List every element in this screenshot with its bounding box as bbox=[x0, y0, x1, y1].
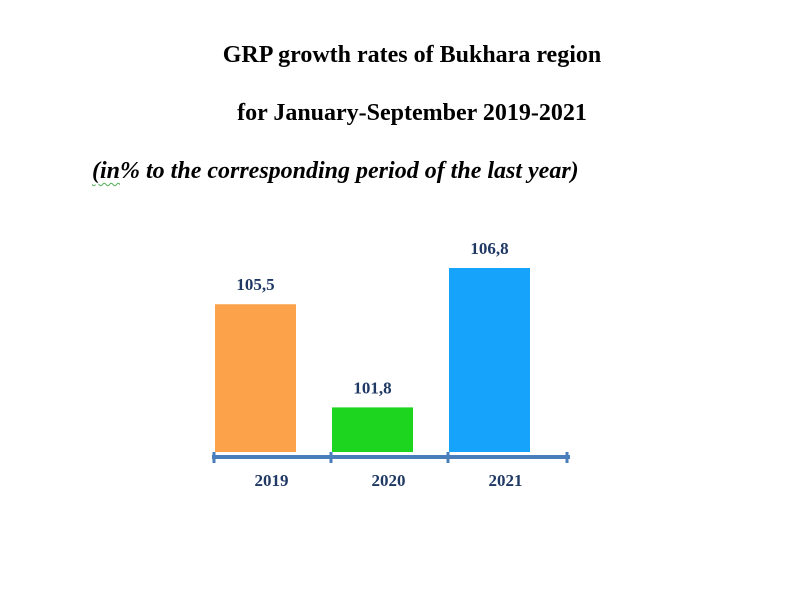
chart-units-note: (in% to the corresponding period of the … bbox=[92, 158, 579, 185]
units-note-text: % to the corresponding period of the las… bbox=[120, 158, 579, 184]
spellcheck-underlined-text: (in bbox=[92, 158, 121, 184]
data-label-2021: 106,8 bbox=[470, 239, 508, 258]
bar-2019 bbox=[215, 304, 296, 452]
chart-title: GRP growth rates of Bukhara region bbox=[222, 42, 602, 68]
x-tick-label-2019: 2019 bbox=[255, 471, 289, 490]
x-tick-label-2020: 2020 bbox=[372, 471, 406, 490]
data-label-2019: 105,5 bbox=[236, 275, 274, 294]
bar-2021 bbox=[449, 268, 530, 452]
bar-2020 bbox=[332, 407, 413, 452]
x-tick-label-2021: 2021 bbox=[489, 471, 523, 490]
chart-subtitle: for January-September 2019-2021 bbox=[237, 100, 587, 126]
data-label-2020: 101,8 bbox=[353, 378, 391, 397]
